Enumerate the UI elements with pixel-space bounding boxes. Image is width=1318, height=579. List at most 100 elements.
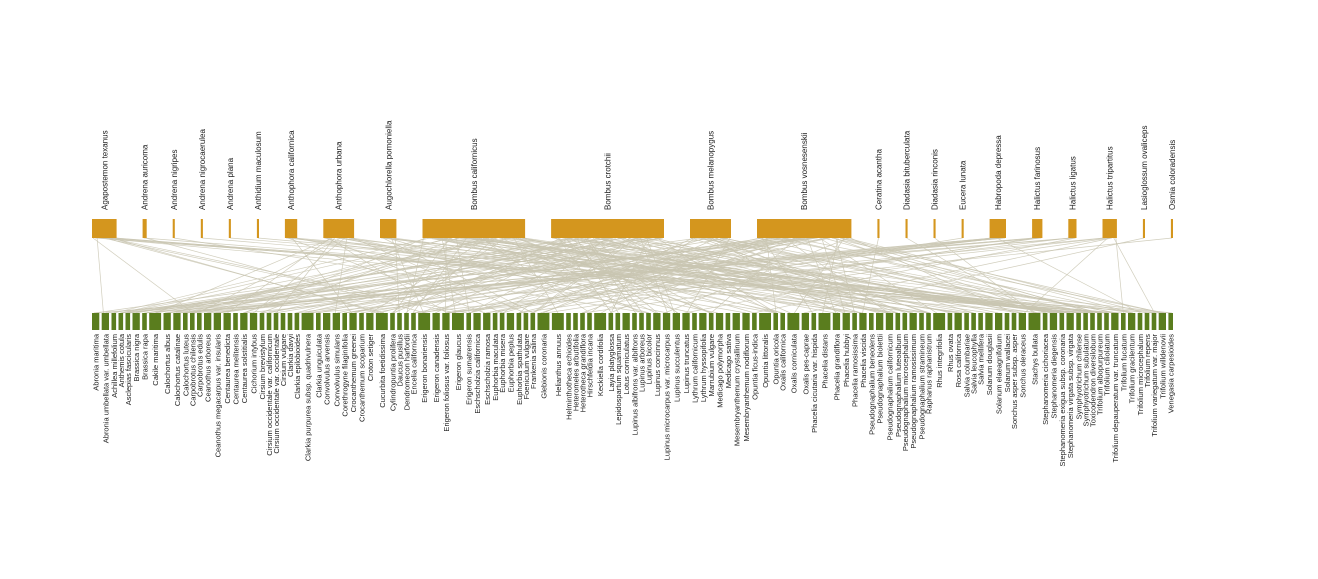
pollinator-bar-anthidium-maculosum (256, 219, 259, 238)
link-bombus-californicus-carpobrotus-chilensis (191, 237, 449, 314)
link-bombus-vosnesenskii-corethrogyne-filaginifolia (344, 237, 814, 314)
plant-bar-croton-setiger (366, 313, 374, 330)
plant-label-pseudognaphalium-microcephalum: Pseudognaphalium microcephalum (901, 334, 910, 451)
plant-label-clarkia-epilobioides: Clarkia epilobioides (293, 334, 302, 399)
link-bombus-californicus-centaurea-solstitialis (243, 237, 426, 314)
plant-bar-lupinus-succulentus (672, 313, 680, 330)
pollinator-label-lasioglossum-ovaliceps: Lasioglossum ovaliceps (1140, 126, 1149, 211)
plant-label-cirsium-occidentale-var-occidentale: Cirsium occidentale var. occidentale (272, 334, 281, 454)
plant-bar-pseudognaphalium-biolettii (876, 313, 884, 330)
plant-bar-medicago-sativa (725, 313, 731, 330)
link-bombus-californicus-achillea-millefolium (113, 237, 430, 314)
plant-bar-trifolium-ciliolatum (1104, 313, 1109, 330)
plant-label-erigeron-canadensis: Erigeron canadensis (432, 334, 441, 403)
plant-label-cichorium-intybus: Cichorium intybus (250, 334, 259, 394)
plant-label-phacelia-hubbyi: Phacelia hubbyi (842, 334, 851, 387)
plant-bar-cirsium-vulgare (280, 313, 286, 330)
plant-bar-rhus-ovata (947, 313, 953, 330)
link-bombus-vosnesenskii-cirsium-brevistylum (261, 237, 765, 314)
plant-bar-mesembryanthemum-nodiflorum (742, 313, 750, 330)
link-halictus-tripartitus-encelia-californica (414, 237, 1106, 314)
plant-bar-centaurea-solstitialis (240, 313, 248, 330)
plant-label-lythrum-hyssopifolia: Lythrum hyssopifolia (699, 333, 708, 402)
plant-bar-trifolium-albopurpureum (1097, 313, 1102, 330)
plant-bar-cirsium-occidentale-var-californicum (266, 313, 272, 330)
plant-bar-raphanus-raphanistrum (926, 313, 931, 330)
pollinator-bar-diadasia-bituberculata (905, 219, 908, 238)
link-bombus-californicus-solanum-douglasii (468, 237, 990, 314)
link-bombus-californicus-anthemis-cotula (121, 237, 510, 314)
plant-label-symphyotrichum-chilense: Symphyotrichum chilense (1075, 334, 1084, 419)
plant-label-solanum-elaeagnifolium: Solanum elaeagnifolium (995, 334, 1004, 414)
plant-label-erigeron-foliosus-var-foliosus: Erigeron foliosus var. foliosus (442, 334, 451, 432)
plant-label-asclepias-fascicularis: Asclepias fascicularis (124, 334, 133, 406)
pollinator-label-halictus-farinosus: Halictus farinosus (1033, 147, 1042, 210)
plant-label-eschscholzia-californica: Eschscholzia californica (473, 333, 482, 413)
plant-label-trifolium-microcephalum: Trifolium microcephalum (1136, 334, 1145, 415)
pollinator-label-anthophora-urbana: Anthophora urbana (335, 141, 344, 210)
plant-bar-euphorbia-peplus (506, 313, 515, 330)
plant-bar-solanum-douglasii (985, 313, 993, 330)
plant-label-carpobrotus-chilensis: Carpobrotus chilensis (188, 334, 197, 406)
plant-bar-erigeron-canadensis (432, 313, 440, 330)
plant-bar-euphorbia-maculata (492, 313, 498, 330)
link-bombus-crotchii-abronia-maritima (94, 237, 627, 314)
link-halictus-tripartitus-trifolium-variegatum-var-major (1113, 237, 1155, 314)
plant-bar-eschscholzia-ramosa (483, 313, 491, 330)
plant-label-crocanthemum-scoparium: Crocanthemum scoparium (358, 334, 367, 422)
pollinator-label-andrena-auricoma: Andrena auricoma (141, 144, 150, 210)
link-halictus-tripartitus-trifolium-fucatum (1115, 237, 1124, 314)
plant-bar-abronia-umbellata-var-umbellata (101, 313, 109, 330)
plant-label-clarkia-davyi: Clarkia davyi (286, 334, 295, 377)
plant-label-trifolium-ciliolatum: Trifolium ciliolatum (1103, 334, 1112, 396)
plant-bar-salvia-mellifera (978, 313, 983, 330)
plant-label-erigeron-sumatrensis: Erigeron sumatrensis (465, 334, 474, 405)
plant-label-marrubium-vulgare: Marrubium vulgare (707, 334, 716, 397)
link-bombus-crotchii-marrubium-vulgare (568, 237, 711, 314)
plant-label-heteromeles-arbutifolia: Heteromeles arbutifolia (572, 333, 581, 411)
plant-bar-lepidospartum-squamatum (615, 313, 621, 330)
link-bombus-vosnesenskii-opuntia-oricola (765, 237, 777, 314)
plant-label-clarkia-unguiculata: Clarkia unguiculata (314, 333, 323, 398)
plant-bar-lupinus-truncatus (682, 313, 690, 330)
plant-bar-stachys-bullata (1028, 313, 1041, 330)
plant-bar-opuntia-ficus-indica (752, 313, 757, 330)
plant-label-medicago-polymorpha: Medicago polymorpha (716, 333, 725, 408)
plant-label-achillea-millefolium: Achillea millefolium (110, 334, 119, 398)
plant-bar-opuntia-oricola (773, 313, 778, 330)
link-bombus-vosnesenskii-clarkia-epilobioides (297, 237, 810, 314)
plant-bar-lupinus-arboreus (639, 313, 644, 330)
plant-label-trifolium-depauperatum-var-truncatum: Trifolium depauperatum var. truncatum (1111, 334, 1120, 463)
plant-bar-calochortus-catalinae (173, 313, 181, 330)
pollinator-bar-augochlorella-pomoniella (380, 219, 397, 238)
plant-bar-cucurbita-foetidissima (375, 313, 388, 330)
link-habropoda-depressa-erigeron-foliosus-var-foliosus (445, 237, 991, 314)
plant-label-daucus-pusillus: Daucus pusillus (396, 334, 405, 387)
plant-bar-daucus-pusillus (397, 313, 402, 330)
pollinator-bar-bombus-crotchii (551, 219, 664, 238)
pollinator-label-diadasia-rinconis: Diadasia rinconis (931, 149, 940, 210)
link-bombus-vosnesenskii-pseudognaphalium-californicum (784, 237, 889, 314)
plant-label-stephanomeria-cichoriacea: Stephanomeria cichoriacea (1041, 333, 1050, 425)
link-bombus-californicus-venegasia-carpesioides (507, 237, 1172, 314)
plant-bar-toxicodendron-diversilobum (1090, 313, 1095, 330)
interaction-links (92, 237, 1173, 314)
plant-bar-brassica-rapa (142, 313, 147, 330)
link-bombus-crotchii-anthemis-cotula (121, 237, 612, 314)
pollinator-bar-halictus-farinosus (1032, 219, 1043, 238)
plant-label-pseudognaphalium-ramosissimum: Pseudognaphalium ramosissimum (909, 334, 918, 449)
plant-label-lupinus-arboreus: Lupinus arboreus (638, 334, 647, 392)
pollinator-label-osmia-coloradensis: Osmia coloradensis (1168, 140, 1177, 210)
link-halictus-farinosus-abronia-maritima (93, 237, 1038, 314)
plant-bar-stephanomeria-virgata-subsp-virgata (1066, 313, 1074, 330)
plant-label-rhus-ovata: Rhus ovata (946, 333, 955, 372)
plant-label-helianthus-annuus: Helianthus annuus (554, 334, 563, 396)
link-lasioglossum-ovaliceps-oxalis-pes-caprae (803, 237, 1144, 314)
link-bombus-californicus-anthemis-cotula (120, 237, 453, 314)
plant-bar-stephanomeria-diegensis (1049, 313, 1058, 330)
plant-bar-clarkia-purpurea-subsp-quadrivulnera (301, 313, 314, 330)
link-halictus-ligatus-carpobrotus-chilensis (193, 237, 1074, 314)
plant-label-centaurea-solstitialis: Centaurea solstitialis (240, 334, 249, 403)
plant-bar-encelia-californica (411, 313, 416, 330)
